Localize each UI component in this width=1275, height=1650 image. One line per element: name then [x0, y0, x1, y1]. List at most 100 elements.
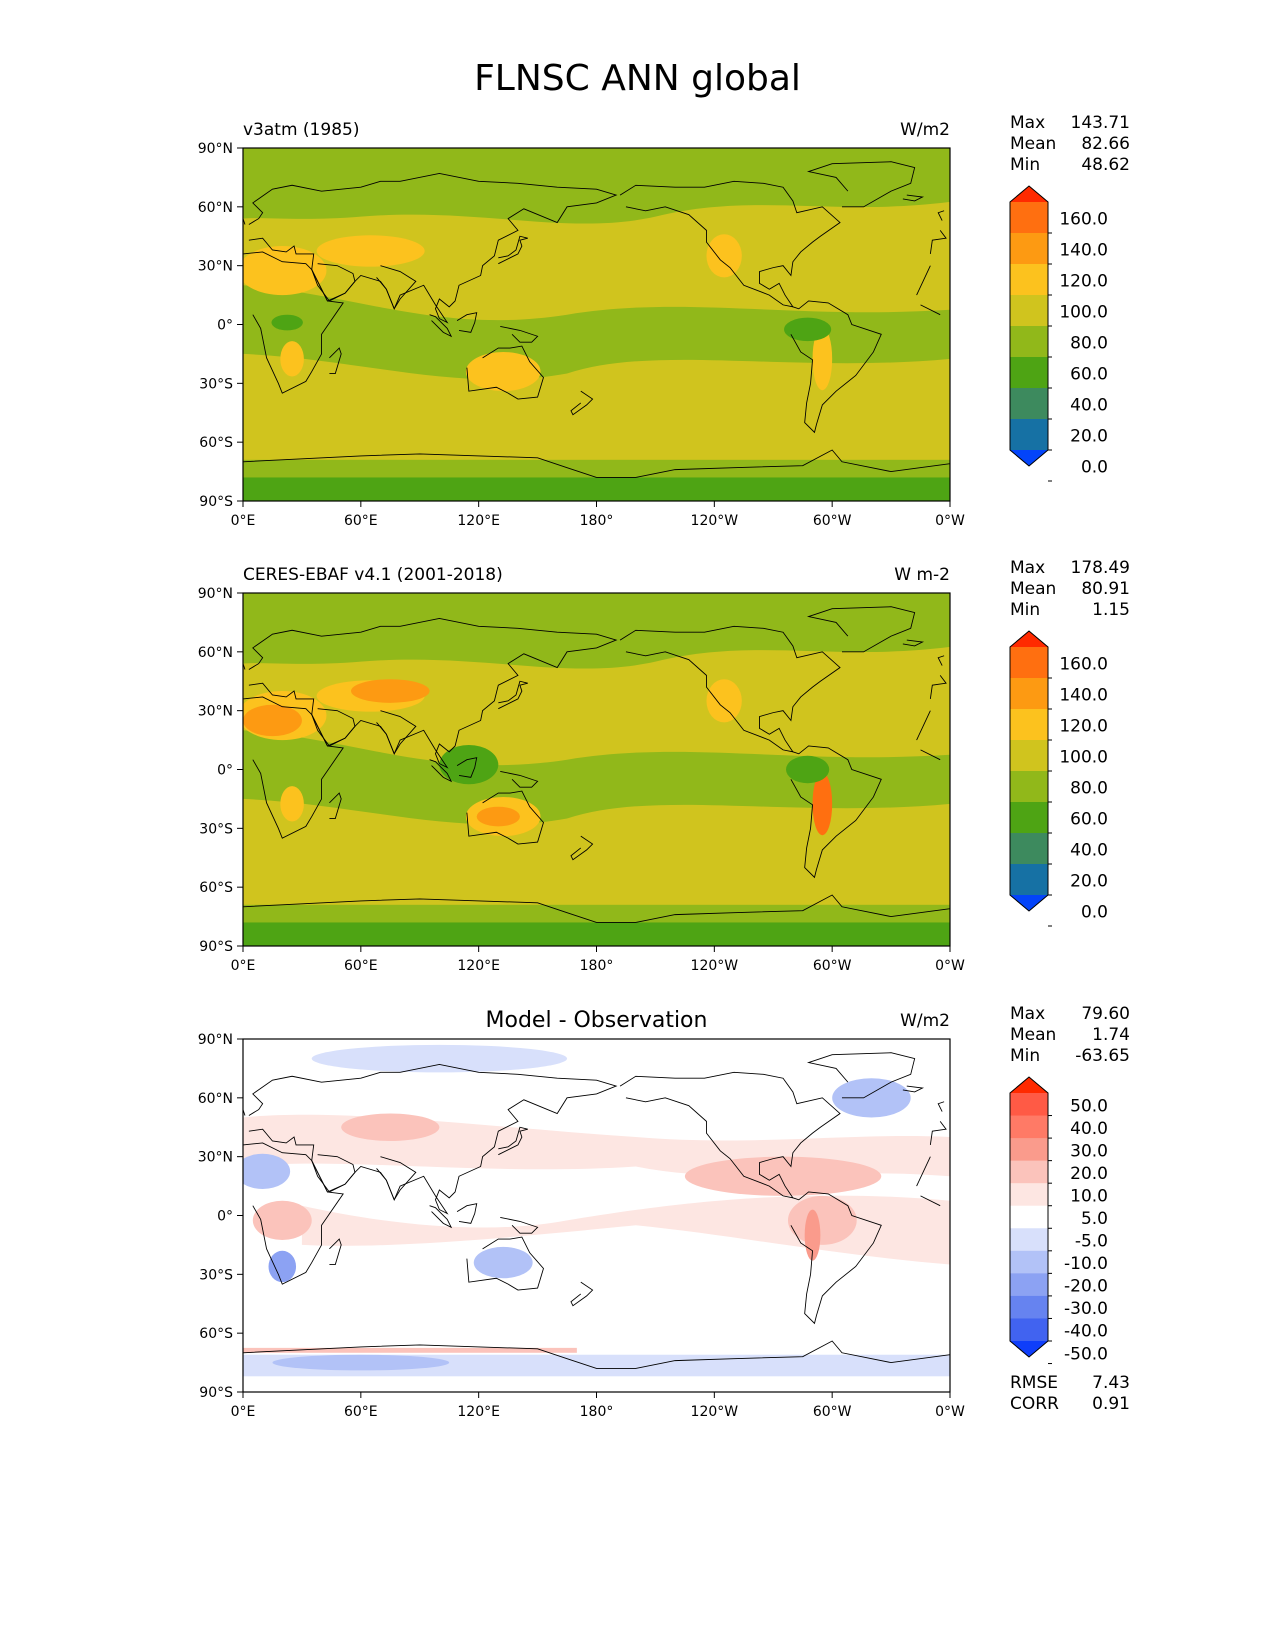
colorbar-segment	[1010, 1228, 1048, 1252]
colorbar-segment	[1010, 833, 1048, 865]
colorbar-label: 160.0	[1059, 210, 1108, 230]
x-tick-label: 180°	[580, 513, 614, 529]
y-tick-label: 90°N	[198, 586, 233, 602]
colorbar-label: 120.0	[1059, 717, 1108, 737]
coastline-uk	[937, 210, 945, 221]
colorbar-label: 40.0	[1070, 841, 1108, 861]
x-tick-label: 60°W	[813, 958, 852, 974]
x-tick-label: 120°E	[457, 1404, 500, 1420]
x-tick-label: 60°W	[813, 513, 852, 529]
diff-patch-greenland	[832, 1078, 911, 1118]
colorbar-label: 0.0	[1081, 458, 1108, 478]
coastline-africa	[916, 710, 931, 741]
field-band-antarctic-inner	[243, 477, 950, 501]
colorbar-segment	[1010, 1093, 1048, 1117]
field-band-antarctic-inner	[243, 922, 950, 946]
panel-units: W/m2	[900, 1011, 950, 1031]
coastline-africa	[243, 251, 344, 394]
colorbar-label: -50.0	[1064, 1344, 1108, 1364]
colorbar-segment	[1010, 264, 1048, 296]
y-tick-label: 60°S	[199, 880, 233, 896]
x-tick-label: 120°E	[457, 513, 500, 529]
coastline-newguinea	[500, 326, 539, 343]
diff-patch-s-africa	[268, 1250, 297, 1283]
coastline-iceland	[902, 639, 925, 647]
coastline-africa	[920, 1195, 941, 1207]
colorbar-label: -20.0	[1064, 1277, 1108, 1297]
y-tick-label: 60°S	[199, 1326, 233, 1342]
field-patch-amazon	[786, 755, 830, 784]
panel-2: CERES-EBAF v4.1 (2001-2018) W m-2 0°E 60°E 1…	[198, 558, 1130, 974]
y-tick-label: 30°N	[198, 259, 233, 275]
coastline-sumatra	[429, 759, 453, 783]
colorbar-label: 100.0	[1059, 748, 1108, 768]
coastline-australia	[466, 790, 544, 845]
colorbar-label: 120.0	[1059, 272, 1108, 292]
y-tick-label: 30°S	[199, 1267, 233, 1283]
colorbar-label: 0.0	[1081, 903, 1108, 923]
coastline-japan	[498, 1126, 528, 1156]
colorbar-segment	[1010, 1183, 1048, 1207]
coastline-greenland	[806, 1052, 916, 1099]
colorbar-segment	[1010, 802, 1048, 834]
x-tick-label: 60°E	[344, 513, 378, 529]
field-patch-s-africa	[280, 341, 304, 377]
y-tick-label: 90°S	[199, 1385, 233, 1401]
x-tick-label: 0°E	[231, 513, 256, 529]
y-tick-label: 30°N	[198, 704, 233, 720]
coastline-uk	[937, 1101, 945, 1112]
stat-mean-value: 1.74	[1092, 1025, 1130, 1045]
stat-mean-value: 82.66	[1081, 134, 1130, 154]
colorbar-segment	[1010, 678, 1048, 710]
coastline-iceland	[902, 194, 925, 202]
colorbar-segment	[1010, 233, 1048, 265]
field-patch-sahara	[243, 246, 327, 296]
diff-patch-tibet	[341, 1113, 440, 1141]
colorbar-segment	[1010, 202, 1048, 234]
x-tick-label: 120°W	[691, 1404, 739, 1420]
map-field	[243, 593, 950, 947]
colorbar-label: 160.0	[1059, 655, 1108, 675]
diff-patch-samerica	[787, 1195, 857, 1245]
x-tick-label: 0°E	[231, 958, 256, 974]
coastline-arabia	[311, 263, 356, 302]
colorbar-label: 40.0	[1070, 396, 1108, 416]
coastline-africa	[916, 1156, 931, 1187]
field-patch-central-asia	[316, 235, 425, 267]
diff-band-tropics	[301, 1195, 950, 1265]
coastline-arabia	[311, 1154, 356, 1193]
field-patch-sw-us	[706, 679, 742, 723]
coastline-sumatra	[429, 1205, 453, 1229]
colorbar-segment	[1010, 647, 1048, 679]
colorbar-segment	[1010, 295, 1048, 327]
colorbar-segment	[1010, 1250, 1048, 1274]
y-tick-label: 0°	[217, 318, 233, 334]
field-patch-andes	[812, 327, 833, 391]
colorbar-label: -5.0	[1075, 1232, 1108, 1252]
field-band-tropics	[243, 285, 950, 380]
colorbar-segment	[1010, 1318, 1048, 1342]
colorbar-label: 60.0	[1070, 365, 1108, 385]
coastline-eurasia	[929, 675, 947, 699]
coastlines	[243, 161, 950, 502]
x-tick-label: 120°W	[691, 958, 739, 974]
colorbar-extend-min	[1010, 1341, 1048, 1357]
coastline-japan	[498, 680, 528, 710]
map-field	[243, 1039, 950, 1393]
stat-max-label: Max	[1010, 558, 1045, 578]
stat-max-value: 178.49	[1071, 558, 1130, 578]
panel-title: v3atm (1985)	[243, 120, 359, 140]
coastline-india	[376, 1156, 417, 1201]
coastline-greenland	[806, 606, 916, 653]
coastline-uk	[937, 655, 945, 666]
colorbar-extend-min	[1010, 450, 1048, 466]
stat-min-value: -63.65	[1075, 1046, 1130, 1066]
coastline-madagascar	[329, 792, 342, 819]
figure-title: FLNSC ANN global	[474, 58, 801, 99]
map-field	[243, 148, 950, 502]
colorbar-segment	[1010, 419, 1048, 451]
coastline-samerica	[790, 745, 882, 879]
field-band-arctic	[243, 593, 950, 669]
coastline-samerica	[790, 300, 882, 434]
